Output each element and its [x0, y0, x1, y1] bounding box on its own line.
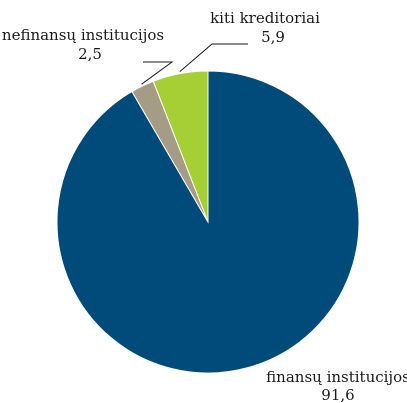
pie-slices [56, 70, 360, 374]
slice-value-finansu-institucijos: 91,6 [321, 386, 354, 403]
leader-line-kiti-kreditoriai [179, 43, 248, 72]
slice-value-nefinansu-institucijos: 2,5 [78, 45, 102, 63]
slice-label-nefinansu-institucijos: nefinansų institucijos [2, 26, 164, 44]
pie-slice-2 [152, 70, 209, 223]
leader-line-nefinansu-institucijos [141, 61, 174, 85]
slice-label-finansu-institucijos: finansų institucijos [266, 368, 407, 386]
slice-value-kiti-kreditoriai: 5,9 [261, 28, 285, 46]
slice-label-kiti-kreditoriai: kiti kreditoriai [210, 9, 320, 27]
leader-lines [141, 43, 248, 85]
